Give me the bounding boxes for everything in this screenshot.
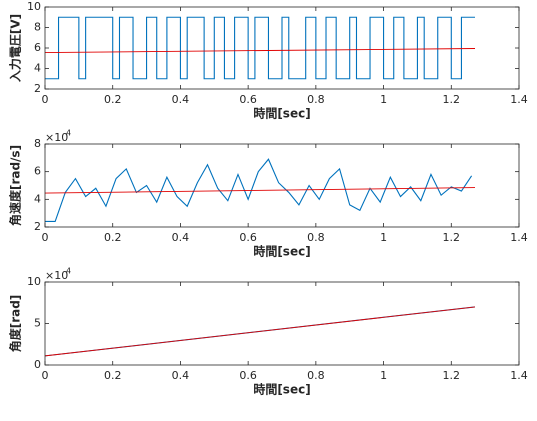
- y-multiplier: ×10: [45, 131, 68, 144]
- y-axis-label: 入力電圧[V]: [8, 14, 23, 82]
- x-axis-label: 時間[sec]: [253, 106, 310, 121]
- y-multiplier: ×10: [45, 269, 68, 282]
- y-tick-label: 6: [34, 165, 41, 178]
- y-tick-label: 6: [34, 41, 41, 54]
- y-tick-label: 2: [34, 82, 41, 95]
- x-tick-label: 0.6: [239, 231, 257, 244]
- x-tick-label: 0.4: [172, 93, 190, 106]
- data-line: [44, 48, 475, 54]
- x-tick-label: 0: [42, 231, 49, 244]
- y-tick-label: 10: [27, 275, 41, 288]
- axes-frame: [44, 143, 520, 228]
- y-tick-label: 4: [34, 192, 41, 205]
- y-axis-label: 角速度[rad/s]: [8, 145, 23, 226]
- x-tick-label: 1.2: [443, 93, 461, 106]
- x-tick-label: 0.2: [104, 231, 122, 244]
- y-tick-label: 10: [27, 0, 41, 13]
- y-tick-label: 4: [34, 62, 41, 75]
- x-tick-label: 1.4: [510, 93, 528, 106]
- x-tick-label: 0.2: [104, 369, 122, 382]
- x-tick-label: 0.8: [307, 93, 325, 106]
- y-tick-label: 8: [34, 21, 41, 34]
- x-tick-label: 1.4: [510, 369, 528, 382]
- data-line: [44, 187, 475, 194]
- axes-background: [45, 282, 519, 365]
- y-tick-label: 0: [34, 358, 41, 371]
- data-line: [44, 306, 476, 357]
- x-tick-label: 0.6: [239, 93, 257, 106]
- y-tick-label: 2: [34, 220, 41, 233]
- x-tick-label: 0.8: [307, 231, 325, 244]
- x-tick-label: 0.4: [172, 231, 190, 244]
- x-tick-label: 1: [380, 231, 387, 244]
- x-tick-label: 0.8: [307, 369, 325, 382]
- y-tick-label: 8: [34, 137, 41, 150]
- y-multiplier-power: 4: [66, 267, 71, 276]
- x-tick-label: 0.6: [239, 369, 257, 382]
- x-tick-label: 0: [42, 369, 49, 382]
- x-tick-label: 1: [380, 369, 387, 382]
- x-tick-label: 1.2: [443, 231, 461, 244]
- x-tick-label: 0.2: [104, 93, 122, 106]
- data-line: [45, 16, 475, 80]
- x-axis-label: 時間[sec]: [253, 382, 310, 397]
- x-tick-label: 1.2: [443, 369, 461, 382]
- x-tick-label: 0: [42, 93, 49, 106]
- y-axis-label: 角度[rad]: [8, 295, 23, 353]
- y-multiplier-power: 4: [66, 129, 71, 138]
- y-tick-label: 5: [34, 317, 41, 330]
- x-tick-label: 1.4: [510, 231, 528, 244]
- x-axis-label: 時間[sec]: [253, 244, 310, 259]
- x-tick-label: 1: [380, 93, 387, 106]
- x-tick-label: 0.4: [172, 369, 190, 382]
- data-line: [45, 158, 473, 223]
